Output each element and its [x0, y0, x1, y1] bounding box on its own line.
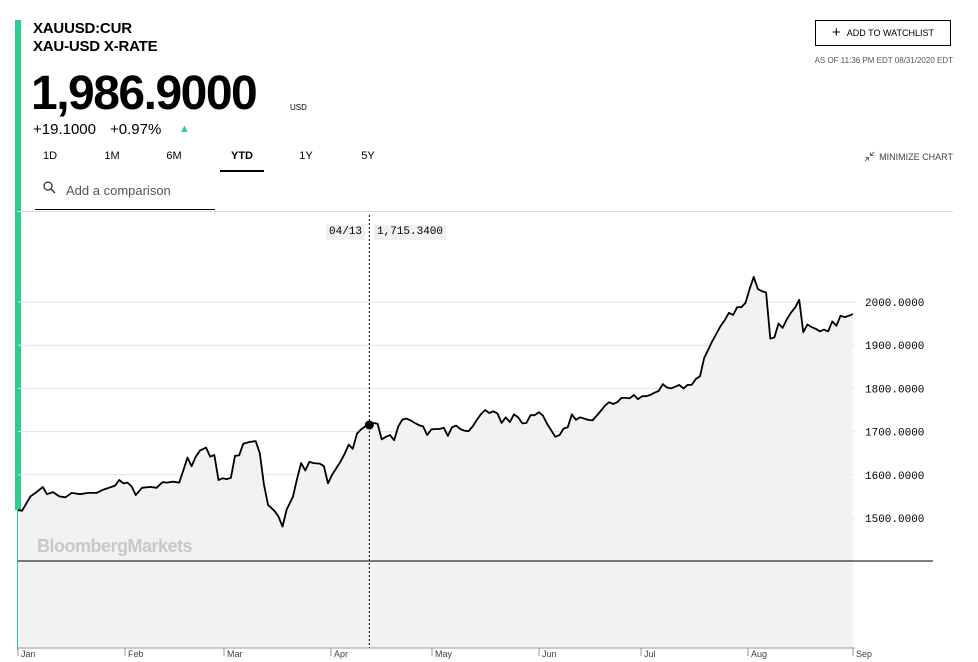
plus-icon: +: [832, 24, 841, 41]
as-of-timestamp: AS OF 11:36 PM EDT 08/31/2020 EDT: [814, 56, 953, 65]
y-tick-label: 1900.0000: [865, 341, 924, 353]
tooltip-value: 1,715.3400: [374, 225, 447, 240]
add-to-watchlist-button[interactable]: + ADD TO WATCHLIST: [815, 20, 951, 46]
x-tick-label: Jun: [542, 649, 557, 659]
price-area: [18, 276, 853, 648]
search-icon: [43, 181, 56, 194]
price-change: +19.1000: [33, 121, 96, 138]
y-tick-label: 1600.0000: [865, 471, 924, 483]
price-value: 1,986.9000: [31, 67, 258, 120]
tab-5y[interactable]: 5Y: [361, 150, 375, 162]
chart-top-border: [17, 211, 953, 212]
instrument-name: XAU-USD X-RATE: [33, 38, 158, 55]
accent-line: [17, 510, 18, 650]
y-tick-label: 2000.0000: [865, 298, 924, 310]
x-tick-label: Mar: [227, 649, 243, 659]
watchlist-label: ADD TO WATCHLIST: [846, 28, 934, 38]
price-line: [17, 276, 854, 528]
y-axis: 1500.0000 1600.0000 1700.0000 1800.0000 1900…: [865, 298, 924, 526]
hover-point: [364, 420, 374, 430]
comparison-search: [35, 176, 216, 210]
comparison-input[interactable]: [64, 182, 216, 199]
tab-1d[interactable]: 1D: [42, 150, 58, 162]
ticker-symbol: XAUUSD:CUR: [33, 20, 132, 37]
x-tick-label: Sep: [856, 649, 872, 659]
tab-1y[interactable]: 1Y: [299, 150, 313, 162]
tab-6m[interactable]: 6M: [166, 150, 182, 162]
y-tick-label: 1800.0000: [865, 384, 924, 396]
minimize-arrows-icon: [864, 151, 875, 162]
tab-1m[interactable]: 1M: [104, 150, 120, 162]
tooltip-date: 04/13: [326, 225, 366, 240]
x-tick-label: Jan: [21, 649, 36, 659]
price-change-percent: +0.97%: [110, 121, 162, 138]
x-tick-label: Jul: [644, 649, 656, 659]
currency-label: USD: [290, 103, 307, 112]
minimize-chart-label: MINIMIZE CHART: [879, 151, 953, 162]
up-triangle-icon: ▲: [179, 123, 190, 135]
bloomberg-markets-watermark: BloombergMarkets: [37, 536, 193, 556]
accent-bar: [15, 20, 21, 510]
x-axis: Jan Feb Mar Apr May Jun Jul Aug Sep: [17, 647, 872, 659]
y-tick-label: 1500.0000: [865, 514, 924, 526]
x-tick-label: Feb: [128, 649, 144, 659]
x-tick-label: Apr: [334, 649, 348, 659]
tab-ytd[interactable]: YTD: [220, 148, 264, 172]
x-tick-label: May: [435, 649, 453, 659]
y-tick-label: 1700.0000: [865, 428, 924, 440]
minimize-chart-button[interactable]: MINIMIZE CHART: [864, 151, 953, 162]
x-tick-label: Aug: [751, 649, 767, 659]
